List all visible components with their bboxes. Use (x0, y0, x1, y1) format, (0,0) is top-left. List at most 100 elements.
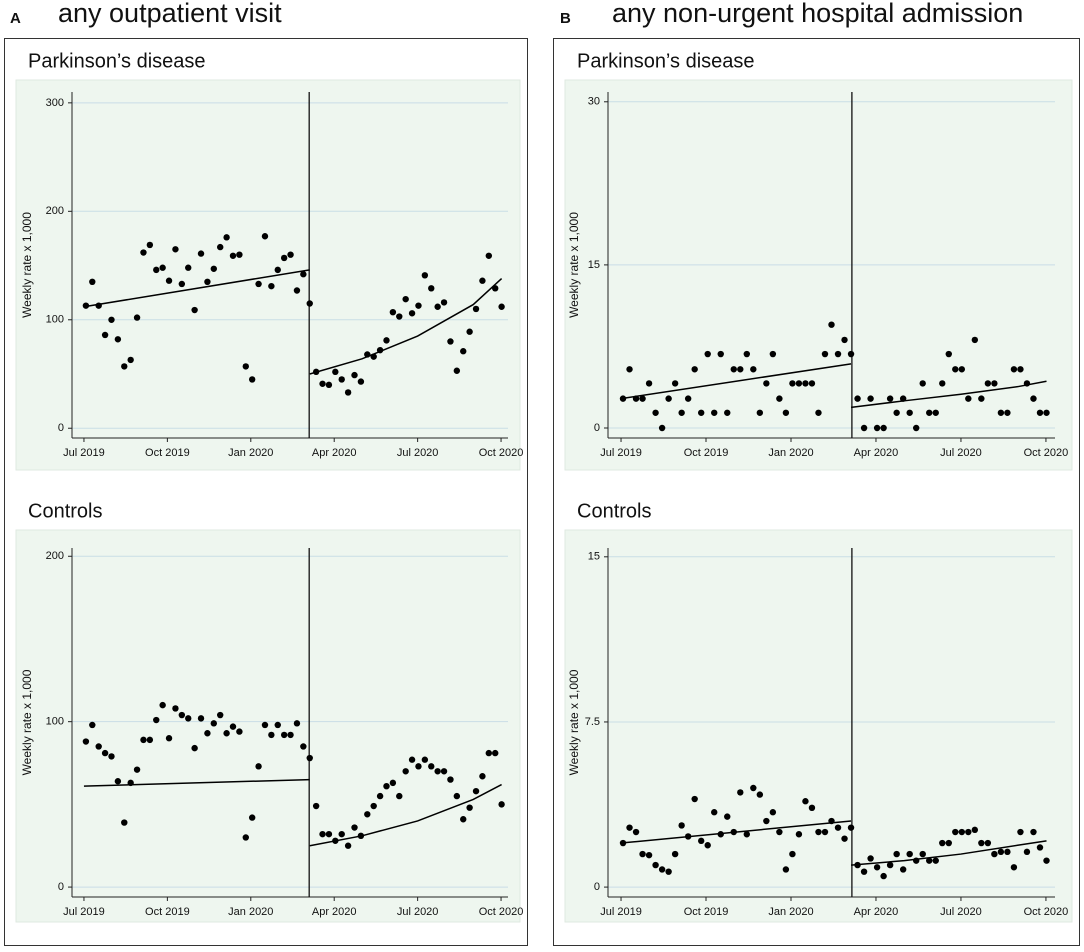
data-point (639, 850, 646, 858)
x-tick-label: Jul 2019 (600, 906, 642, 918)
panel-title: any non-urgent hospital admission (612, 0, 1023, 28)
data-point (383, 782, 390, 790)
data-point (808, 380, 816, 387)
data-point (306, 300, 313, 307)
data-point (639, 395, 646, 402)
data-point (108, 753, 115, 760)
data-point (159, 701, 166, 709)
data-point (402, 295, 409, 303)
data-point (652, 861, 659, 869)
x-tick-label: Apr 2020 (854, 906, 899, 918)
data-point (952, 366, 959, 373)
data-point (248, 814, 256, 821)
data-point (460, 348, 467, 355)
data-point (121, 363, 128, 370)
data-point (658, 424, 666, 432)
data-point (645, 851, 653, 859)
data-point (146, 241, 154, 249)
data-point (671, 850, 679, 858)
y-tick-label: 100 (46, 716, 64, 728)
x-tick-label: Oct 2020 (1024, 447, 1069, 459)
data-point (268, 731, 275, 739)
data-point (159, 264, 166, 271)
plot-background (564, 529, 1073, 923)
data-point (815, 409, 822, 416)
data-point (1004, 409, 1011, 416)
subplot-title: Controls (28, 500, 102, 522)
data-point (498, 303, 505, 310)
data-point (834, 350, 842, 358)
x-tick-label: Oct 2019 (145, 447, 190, 459)
y-axis-label: Weekly rate x 1,000 (20, 669, 34, 775)
data-point (945, 350, 952, 358)
y-tick-label: 300 (46, 97, 64, 109)
x-tick-label: Jul 2019 (63, 906, 105, 918)
data-point (1017, 828, 1024, 836)
plot-background (564, 79, 1073, 471)
data-point (952, 828, 959, 836)
y-tick-label: 0 (58, 422, 64, 434)
fitted-line (850, 840, 1047, 866)
x-tick-label: Jul 2020 (397, 906, 439, 918)
data-point (1030, 395, 1037, 402)
data-point (691, 366, 698, 373)
data-point (428, 285, 435, 292)
data-point (332, 368, 339, 376)
fitted-line (83, 778, 310, 787)
data-point (939, 839, 946, 847)
data-point (828, 321, 835, 328)
data-point (479, 277, 486, 284)
data-point (704, 350, 711, 358)
data-point (383, 337, 390, 344)
data-point (453, 367, 461, 374)
y-tick-label: 15 (588, 259, 600, 271)
data-point (498, 801, 505, 808)
panel-title: any outpatient visit (58, 0, 282, 28)
data-point (460, 816, 467, 823)
x-tick-label: Jul 2020 (397, 447, 439, 459)
data-point (415, 763, 422, 770)
panel-letter: B (560, 10, 571, 27)
data-point (1030, 828, 1037, 836)
data-point (984, 839, 992, 847)
data-point (684, 395, 692, 402)
data-point (1004, 848, 1011, 856)
data-point (300, 271, 307, 278)
data-point (1043, 409, 1050, 416)
data-point (652, 409, 659, 416)
data-point (453, 792, 461, 800)
y-axis-label: Weekly rate x 1,000 (20, 212, 34, 318)
data-point (89, 278, 96, 286)
fitted-line (83, 269, 310, 308)
data-point (280, 254, 288, 262)
data-point (338, 376, 345, 383)
data-point (860, 424, 868, 432)
x-tick-label: Jul 2020 (940, 906, 982, 918)
data-point (172, 246, 179, 253)
y-tick-label: 0 (594, 422, 600, 434)
data-point (841, 835, 848, 842)
fitted-line (309, 278, 503, 375)
x-tick-label: Apr 2020 (854, 447, 899, 459)
data-point (82, 738, 90, 745)
data-point (665, 395, 672, 402)
data-point (101, 749, 109, 757)
data-point (140, 249, 147, 256)
data-point (274, 721, 281, 729)
data-point (626, 824, 633, 831)
data-point (821, 350, 829, 358)
data-point (906, 409, 913, 416)
data-point (912, 424, 920, 432)
data-point (711, 809, 718, 816)
data-point (1036, 409, 1044, 416)
data-point (229, 252, 237, 259)
data-point (763, 817, 770, 825)
data-point (834, 824, 842, 831)
y-axis-label: Weekly rate x 1,000 (567, 669, 581, 775)
data-point (185, 264, 192, 271)
data-point (704, 842, 711, 849)
data-point (114, 336, 122, 343)
data-point (357, 378, 365, 385)
data-point (133, 766, 141, 773)
panel-letter: A (10, 10, 21, 27)
